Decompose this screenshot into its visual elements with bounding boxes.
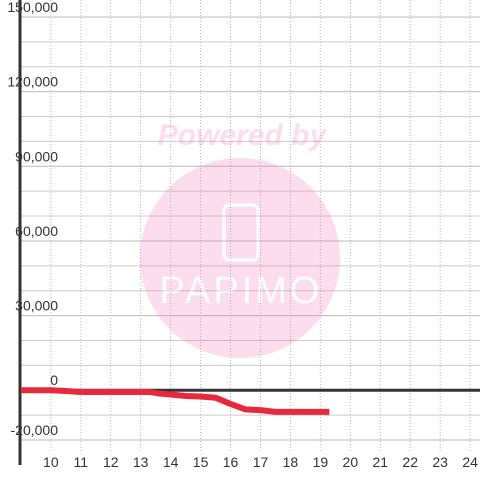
x-tick-label: 17: [253, 454, 269, 470]
x-tick-label: 19: [313, 454, 329, 470]
x-tick-label: 11: [74, 454, 89, 470]
data-line: [20, 387, 330, 415]
watermark-text: Powered by: [158, 119, 328, 152]
y-tick-label: 120,000: [7, 74, 58, 90]
x-tick-label: 12: [103, 454, 119, 470]
x-tick-label: 21: [372, 454, 388, 470]
watermark: Powered by PAPIMO: [140, 119, 340, 358]
x-tick-label: 16: [223, 454, 239, 470]
watermark-circle: [140, 158, 340, 358]
x-tick-label: 23: [432, 454, 448, 470]
y-tick-label: 60,000: [15, 223, 58, 239]
y-tick-label: 0: [50, 372, 58, 388]
y-tick-label: 150,000: [7, 0, 58, 15]
x-tick-label: 22: [402, 454, 418, 470]
x-tick-label: 10: [43, 454, 59, 470]
watermark-logo: PAPIMO: [160, 270, 323, 312]
y-tick-label: 90,000: [15, 148, 58, 164]
x-tick-label: 14: [163, 454, 179, 470]
x-tick-label: 18: [283, 454, 299, 470]
y-tick-label: 30,000: [15, 298, 58, 314]
watermark-phone: [222, 203, 260, 262]
x-tick-label: 15: [193, 454, 209, 470]
y-tick-label: -20,000: [11, 422, 59, 438]
x-tick-label: 24: [462, 454, 478, 470]
x-tick-label: 13: [133, 454, 149, 470]
x-tick-label: 20: [343, 454, 359, 470]
grid: [20, 0, 480, 452]
